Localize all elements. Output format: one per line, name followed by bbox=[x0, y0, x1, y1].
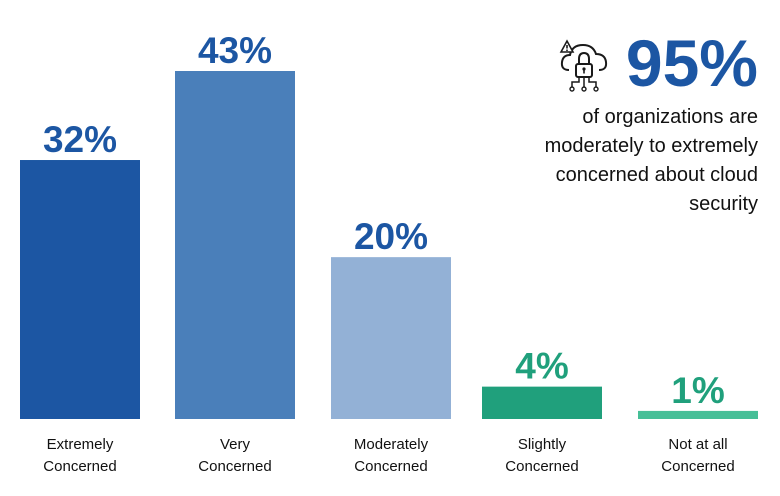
category-label: Slightly Concerned bbox=[505, 436, 578, 475]
bar bbox=[331, 257, 451, 419]
category-label: Very Concerned bbox=[198, 436, 271, 475]
cloud-lock-warning-icon bbox=[557, 38, 615, 101]
callout-caption: of organizations are moderately to extre… bbox=[458, 103, 758, 219]
caption-line: concerned about cloud bbox=[555, 164, 758, 186]
caption-line: of organizations are bbox=[582, 106, 758, 128]
headline-stat: 95% bbox=[625, 26, 758, 100]
value-label: 4% bbox=[515, 346, 568, 387]
bar bbox=[482, 386, 602, 419]
category-label: Extremely Concerned bbox=[43, 436, 116, 475]
value-label: 20% bbox=[354, 216, 428, 257]
category-label: Not at all Concerned bbox=[661, 436, 734, 475]
bar bbox=[175, 71, 295, 419]
bar bbox=[20, 160, 140, 419]
value-label: 32% bbox=[43, 119, 117, 160]
category-label: Moderately Concerned bbox=[354, 436, 429, 475]
bar bbox=[638, 410, 758, 419]
callout: 95% of organizations are moderately to e… bbox=[458, 30, 758, 219]
value-label: 43% bbox=[198, 30, 272, 71]
caption-line: moderately to extremely bbox=[544, 135, 758, 157]
caption-line: security bbox=[689, 193, 758, 215]
value-label: 1% bbox=[671, 370, 724, 411]
